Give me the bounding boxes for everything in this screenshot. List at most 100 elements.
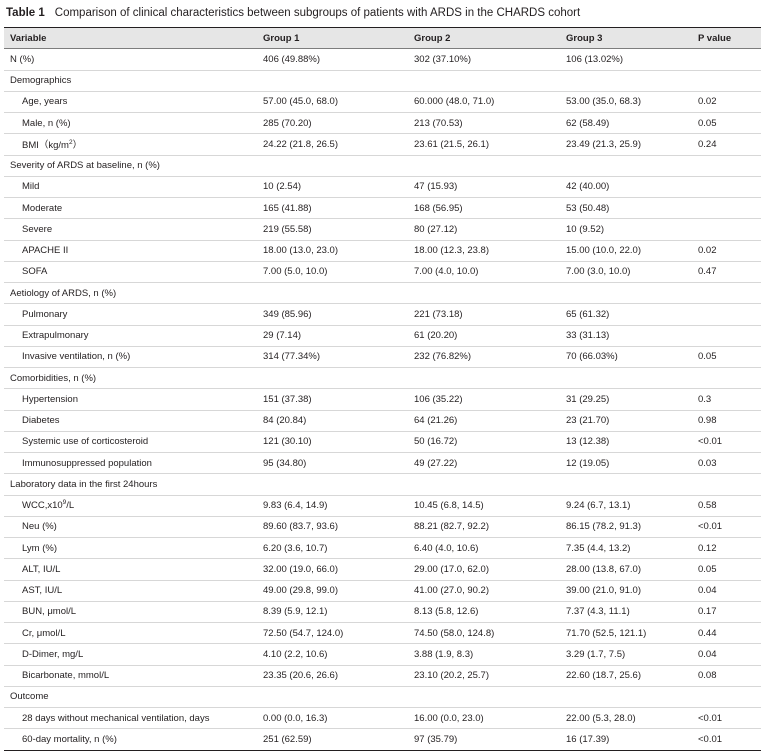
group-1-cell: 84 (20.84) — [257, 410, 408, 432]
group-1-cell: 406 (49.88%) — [257, 48, 408, 71]
table-row: Neu (%) 89.60 (83.7, 93.6) 88.21 (82.7, 92… — [4, 516, 761, 539]
group-3-cell: 106 (13.02%) — [560, 48, 692, 71]
table-section-row: Outcome — [4, 686, 761, 709]
variable-cell: Extrapulmonary — [4, 325, 257, 347]
group-3-cell: 39.00 (21.0, 91.0) — [560, 580, 692, 602]
variable-cell: 60-day mortality, n (%) — [4, 728, 257, 751]
section-heading: Laboratory data in the first 24hours — [4, 473, 257, 496]
p-value-cell — [692, 686, 761, 709]
p-value-cell — [692, 70, 761, 92]
p-value-cell: <0.01 — [692, 707, 761, 730]
table-row: Age, years 57.00 (45.0, 68.0) 60.000 (48.0… — [4, 91, 761, 114]
table-row: Male, n (%) 285 (70.20) 213 (70.53) 62 (58.… — [4, 112, 761, 135]
variable-cell: Neu (%) — [4, 516, 257, 539]
group-1-cell: 7.00 (5.0, 10.0) — [257, 261, 408, 284]
table-row: Extrapulmonary 29 (7.14) 61 (20.20) 33 (31.… — [4, 325, 761, 347]
group-3-cell: 71.70 (52.5, 121.1) — [560, 622, 692, 645]
group-1-cell — [257, 70, 408, 92]
group-1-cell: 10 (2.54) — [257, 176, 408, 199]
variable-cell: Hypertension — [4, 388, 257, 411]
group-3-cell: 16 (17.39) — [560, 728, 692, 751]
group-3-cell: 10 (9.52) — [560, 218, 692, 241]
table-title: Comparison of clinical characteristics b… — [54, 7, 581, 19]
variable-cell: N (%) — [4, 48, 257, 71]
group-3-cell: 3.29 (1.7, 7.5) — [560, 643, 692, 666]
group-2-cell: 6.40 (4.0, 10.6) — [408, 537, 560, 560]
group-1-cell: 89.60 (83.7, 93.6) — [257, 516, 408, 539]
group-1-cell: 29 (7.14) — [257, 325, 408, 347]
p-value-cell: 0.12 — [692, 537, 761, 560]
table-row: BMI（kg/m2） 24.22 (21.8, 26.5) 23.61 (21.5,… — [4, 133, 761, 156]
table-row: Invasive ventilation, n (%) 314 (77.34%) 2… — [4, 346, 761, 369]
group-1-cell: 8.39 (5.9, 12.1) — [257, 601, 408, 624]
variable-cell: Cr, μmol/L — [4, 622, 257, 645]
group-2-cell: 97 (35.79) — [408, 728, 560, 751]
variable-unit-suffix: ） — [72, 140, 83, 152]
group-1-cell: 57.00 (45.0, 68.0) — [257, 91, 408, 114]
table-row: Systemic use of corticosteroid 121 (30.10… — [4, 431, 761, 454]
p-value-cell: 0.05 — [692, 558, 761, 581]
group-1-cell: 165 (41.88) — [257, 197, 408, 220]
group-3-cell: 22.60 (18.7, 25.6) — [560, 665, 692, 687]
variable-cell: WCC,x109/L — [4, 495, 257, 517]
variable-cell: APACHE II — [4, 240, 257, 262]
p-value-cell — [692, 218, 761, 241]
header-p-value: P value — [692, 26, 761, 50]
group-3-cell: 22.00 (5.3, 28.0) — [560, 707, 692, 730]
table-row: ALT, IU/L 32.00 (19.0, 66.0) 29.00 (17.0, … — [4, 558, 761, 581]
group-3-cell: 31 (29.25) — [560, 388, 692, 411]
group-2-cell — [408, 282, 560, 305]
p-value-cell: 0.05 — [692, 112, 761, 135]
group-2-cell: 64 (21.26) — [408, 410, 560, 432]
table-row: Severe 219 (55.58) 80 (27.12) 10 (9.52) — [4, 218, 761, 241]
table-row: AST, IU/L 49.00 (29.8, 99.0) 41.00 (27.0, … — [4, 580, 761, 602]
p-value-cell — [692, 155, 761, 177]
group-3-cell: 23 (21.70) — [560, 410, 692, 432]
group-2-cell: 23.61 (21.5, 26.1) — [408, 133, 560, 156]
p-value-cell — [692, 48, 761, 71]
group-3-cell: 13 (12.38) — [560, 431, 692, 454]
group-1-cell: 72.50 (54.7, 124.0) — [257, 622, 408, 645]
group-3-cell: 9.24 (6.7, 13.1) — [560, 495, 692, 517]
p-value-cell: 0.47 — [692, 261, 761, 284]
table-header-row: Variable Group 1 Group 2 Group 3 P value — [4, 26, 761, 50]
table-row: APACHE II 18.00 (13.0, 23.0) 18.00 (12.3, … — [4, 240, 761, 262]
group-1-cell: 314 (77.34%) — [257, 346, 408, 369]
p-value-cell — [692, 303, 761, 326]
table-caption: Table 1 Comparison of clinical characteri… — [4, 0, 763, 27]
table-row: Bicarbonate, mmol/L 23.35 (20.6, 26.6) 23.… — [4, 665, 761, 687]
group-1-cell: 219 (55.58) — [257, 218, 408, 241]
group-1-cell: 49.00 (29.8, 99.0) — [257, 580, 408, 602]
table-row: WCC,x109/L 9.83 (6.4, 14.9) 10.45 (6.8, 14… — [4, 495, 761, 517]
variable-cell: Systemic use of corticosteroid — [4, 431, 257, 454]
p-value-cell: 0.04 — [692, 580, 761, 602]
table-section-row: Demographics — [4, 70, 761, 92]
group-2-cell — [408, 70, 560, 92]
group-3-cell: 7.37 (4.3, 11.1) — [560, 601, 692, 624]
p-value-cell: <0.01 — [692, 728, 761, 751]
group-3-cell: 86.15 (78.2, 91.3) — [560, 516, 692, 539]
group-2-cell: 61 (20.20) — [408, 325, 560, 347]
table-row: N (%) 406 (49.88%) 302 (37.10%) 106 (13.02%… — [4, 48, 761, 71]
table-row: Hypertension 151 (37.38) 106 (35.22) 31 (29… — [4, 388, 761, 411]
p-value-cell: 0.3 — [692, 388, 761, 411]
variable-unit-suffix: /L — [66, 500, 75, 512]
clinical-characteristics-table: Variable Group 1 Group 2 Group 3 P value… — [4, 26, 761, 751]
group-2-cell: 23.10 (20.2, 25.7) — [408, 665, 560, 687]
table-label: Table 1 — [6, 7, 45, 19]
table-section-row: Laboratory data in the first 24hours — [4, 473, 761, 496]
variable-cell: Male, n (%) — [4, 112, 257, 135]
group-2-cell: 80 (27.12) — [408, 218, 560, 241]
p-value-cell: 0.44 — [692, 622, 761, 645]
p-value-cell — [692, 367, 761, 390]
table-row: Mild 10 (2.54) 47 (15.93) 42 (40.00) — [4, 176, 761, 199]
group-2-cell: 168 (56.95) — [408, 197, 560, 220]
group-3-cell — [560, 155, 692, 177]
group-2-cell: 8.13 (5.8, 12.6) — [408, 601, 560, 624]
group-1-cell: 4.10 (2.2, 10.6) — [257, 643, 408, 666]
group-1-cell — [257, 367, 408, 390]
group-2-cell: 16.00 (0.0, 23.0) — [408, 707, 560, 730]
variable-text: BMI（kg/m — [22, 140, 69, 152]
group-2-cell: 29.00 (17.0, 62.0) — [408, 558, 560, 581]
group-1-cell — [257, 155, 408, 177]
